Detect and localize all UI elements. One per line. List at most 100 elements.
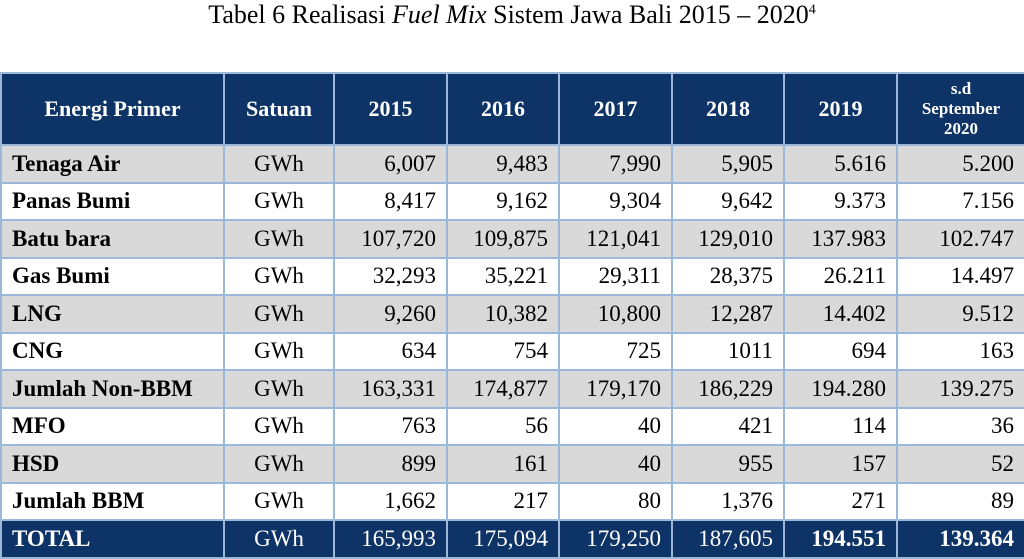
row-name: Batu bara [0,219,225,259]
cell-value: 9,260 [333,294,448,334]
cell-value: 5,905 [671,144,785,184]
row-name: Tenaga Air [0,144,225,184]
cell-value: 217 [446,481,560,521]
row-unit: GWh [223,481,335,521]
cell-value: 763 [333,406,448,446]
row-unit: GWh [223,331,335,371]
caption-italic: Fuel Mix [392,0,487,29]
fuel-mix-table: Energi Primer Satuan 2015 2016 2017 2018… [0,72,1024,559]
cell-value: 26.211 [783,256,898,296]
cell-value: 694 [783,331,898,371]
cell-value: 1,662 [333,481,448,521]
cell-value: 9.512 [896,294,1024,334]
row-name: CNG [0,331,225,371]
table-row: CNG GWh 634 754 725 1011 694 163 [0,331,1024,371]
table-row: Gas Bumi GWh 32,293 35,221 29,311 28,375… [0,256,1024,296]
cell-value: 9,642 [671,181,785,221]
header-2017: 2017 [558,72,673,146]
cell-value: 36 [896,406,1024,446]
table-row: Jumlah Non-BBM GWh 163,331 174,877 179,1… [0,369,1024,409]
cell-value: 121,041 [558,219,673,259]
cell-value: 9.373 [783,181,898,221]
row-unit: GWh [223,444,335,484]
cell-value: 14.402 [783,294,898,334]
cell-value: 6,007 [333,144,448,184]
cell-value: 271 [783,481,898,521]
table-row: LNG GWh 9,260 10,382 10,800 12,287 14.40… [0,294,1024,334]
row-unit: GWh [223,181,335,221]
cell-value: 161 [446,444,560,484]
table-row: Panas Bumi GWh 8,417 9,162 9,304 9,642 9… [0,181,1024,221]
cell-value: 194.280 [783,369,898,409]
table-caption: Tabel 6 Realisasi Fuel Mix Sistem Jawa B… [0,0,1024,34]
header-2015: 2015 [333,72,448,146]
cell-value: 29,311 [558,256,673,296]
cell-value: 5.200 [896,144,1024,184]
cell-value: 194.551 [783,519,898,559]
cell-value: 7.156 [896,181,1024,221]
cell-value: 634 [333,331,448,371]
caption-suffix: Sistem Jawa Bali 2015 – 2020 [486,0,809,29]
cell-value: 421 [671,406,785,446]
cell-value: 109,875 [446,219,560,259]
header-sd-line3: 2020 [944,119,978,138]
cell-value: 187,605 [671,519,785,559]
table-row: Batu bara GWh 107,720 109,875 121,041 12… [0,219,1024,259]
cell-value: 1011 [671,331,785,371]
cell-value: 163 [896,331,1024,371]
cell-value: 899 [333,444,448,484]
cell-value: 955 [671,444,785,484]
cell-value: 12,287 [671,294,785,334]
cell-value: 179,170 [558,369,673,409]
cell-value: 9,304 [558,181,673,221]
row-unit: GWh [223,519,335,559]
table-row: HSD GWh 899 161 40 955 157 52 [0,444,1024,484]
cell-value: 5.616 [783,144,898,184]
cell-value: 14.497 [896,256,1024,296]
cell-value: 754 [446,331,560,371]
cell-value: 8,417 [333,181,448,221]
row-unit: GWh [223,144,335,184]
row-unit: GWh [223,294,335,334]
cell-value: 102.747 [896,219,1024,259]
cell-value: 52 [896,444,1024,484]
row-name: Jumlah Non-BBM [0,369,225,409]
row-name: LNG [0,294,225,334]
header-sd-line2: September [921,99,1001,118]
cell-value: 28,375 [671,256,785,296]
cell-value: 129,010 [671,219,785,259]
header-energy: Energi Primer [0,72,225,146]
cell-value: 175,094 [446,519,560,559]
header-sd-september-2020: s.d September 2020 [896,72,1024,146]
cell-value: 35,221 [446,256,560,296]
header-unit: Satuan [223,72,335,146]
header-2016: 2016 [446,72,560,146]
cell-value: 107,720 [333,219,448,259]
total-row: TOTAL GWh 165,993 175,094 179,250 187,60… [0,519,1024,559]
cell-value: 139.275 [896,369,1024,409]
cell-value: 139.364 [896,519,1024,559]
table-row: Jumlah BBM GWh 1,662 217 80 1,376 271 89 [0,481,1024,521]
row-unit: GWh [223,406,335,446]
table-row: Tenaga Air GWh 6,007 9,483 7,990 5,905 5… [0,144,1024,184]
cell-value: 56 [446,406,560,446]
row-name: Panas Bumi [0,181,225,221]
cell-value: 725 [558,331,673,371]
row-name: Gas Bumi [0,256,225,296]
cell-value: 114 [783,406,898,446]
cell-value: 40 [558,444,673,484]
cell-value: 137.983 [783,219,898,259]
cell-value: 9,483 [446,144,560,184]
cell-value: 1,376 [671,481,785,521]
cell-value: 174,877 [446,369,560,409]
header-sd-line1: s.d [950,79,972,98]
cell-value: 163,331 [333,369,448,409]
cell-value: 157 [783,444,898,484]
caption-prefix: Tabel 6 Realisasi [208,0,393,29]
caption-footnote: 4 [808,2,816,18]
cell-value: 186,229 [671,369,785,409]
cell-value: 165,993 [333,519,448,559]
row-unit: GWh [223,219,335,259]
cell-value: 9,162 [446,181,560,221]
cell-value: 89 [896,481,1024,521]
